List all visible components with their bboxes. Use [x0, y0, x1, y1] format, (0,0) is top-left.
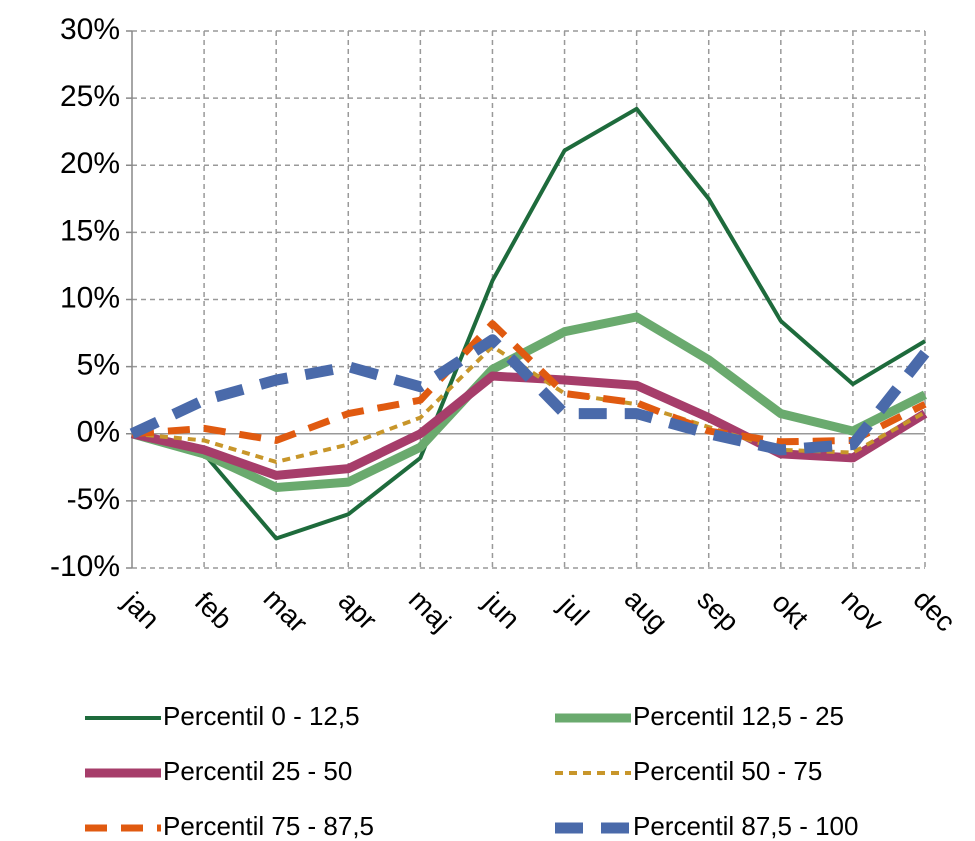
x-tick-label: jul [552, 589, 594, 631]
y-tick-label: 20% [60, 147, 120, 180]
x-tick-label: apr [332, 585, 383, 636]
y-tick-label: 15% [60, 214, 120, 247]
legend-label: Percentil 0 - 12,5 [163, 701, 360, 731]
x-tick-label: jan [117, 586, 166, 635]
y-tick-label: 5% [77, 349, 120, 382]
y-tick-label: 30% [60, 13, 120, 46]
series-line [131, 371, 928, 480]
legend-label: Percentil 25 - 50 [163, 756, 352, 786]
x-tick-label: sep [691, 584, 745, 638]
x-tick-label: jun [477, 586, 526, 635]
legend-label: Percentil 12,5 - 25 [633, 701, 844, 731]
y-tick-label: -5% [67, 483, 120, 516]
x-tick-label: aug [619, 583, 674, 638]
series-line [129, 334, 930, 456]
x-tick-label: okt [766, 586, 814, 634]
y-tick-label: 25% [60, 80, 120, 113]
x-tick-label: dec [908, 584, 962, 638]
series-line [130, 312, 928, 492]
legend-label: Percentil 50 - 75 [633, 756, 822, 786]
x-tick-label: maj [403, 584, 457, 638]
x-tick-label: nov [835, 584, 889, 638]
y-tick-label: 0% [77, 416, 120, 449]
legend-label: Percentil 75 - 87,5 [163, 811, 374, 841]
legend-label: Percentil 87,5 - 100 [633, 811, 858, 841]
x-tick-label: mar [258, 582, 314, 638]
x-tick-label: feb [189, 586, 238, 635]
series-line [131, 320, 927, 446]
y-tick-label: 10% [60, 281, 120, 314]
y-tick-label: -10% [50, 550, 120, 583]
series-line [131, 106, 927, 541]
